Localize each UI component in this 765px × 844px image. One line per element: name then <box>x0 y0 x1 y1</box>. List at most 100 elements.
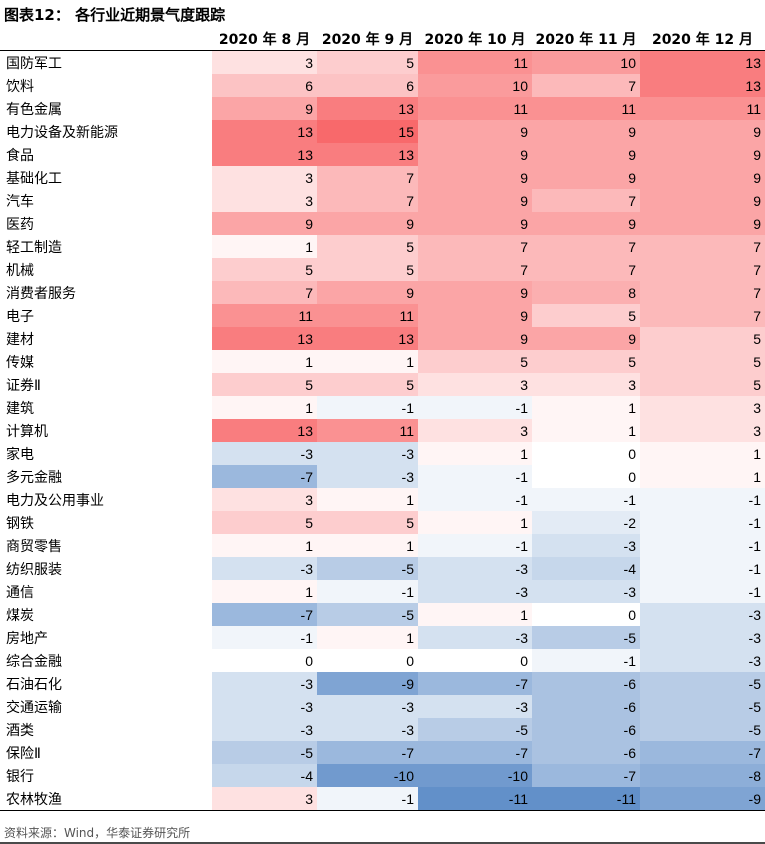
table-row: 纺织服装 -3 -5 -3 -4 -1 <box>0 557 765 580</box>
value-cell: 6 <box>212 74 317 97</box>
value-cell: 3 <box>418 373 532 396</box>
value-cell: 5 <box>640 373 765 396</box>
industry-name: 医药 <box>6 216 34 233</box>
value-cell: -1 <box>640 511 765 534</box>
table-row: 建筑 1 -1 -1 1 3 <box>0 396 765 419</box>
value-cell: -11 <box>532 787 640 811</box>
value-cell: -3 <box>532 580 640 603</box>
value-cell: -1 <box>418 465 532 488</box>
value-cell: 9 <box>317 212 418 235</box>
value-cell: 9 <box>212 212 317 235</box>
value-cell: 13 <box>317 143 418 166</box>
value-cell: -7 <box>532 764 640 787</box>
table-row: 电力及公用事业 3 1 -1 -1 -1 <box>0 488 765 511</box>
value-cell: -5 <box>317 557 418 580</box>
value-cell: 13 <box>212 143 317 166</box>
value-cell: -6 <box>532 672 640 695</box>
value-cell: -7 <box>418 741 532 764</box>
value-cell: 11 <box>317 419 418 442</box>
table-row: 房地产 -1 1 -3 -5 -3 <box>0 626 765 649</box>
value-cell: 3 <box>640 396 765 419</box>
value-cell: 7 <box>532 189 640 212</box>
table-row: 交通运输 -3 -3 -3 -6 -5 <box>0 695 765 718</box>
value-cell: 9 <box>640 143 765 166</box>
value-cell: 1 <box>532 396 640 419</box>
value-cell: -1 <box>640 488 765 511</box>
industry-name: 机械 <box>6 262 34 279</box>
value-cell: 1 <box>418 603 532 626</box>
value-cell: -8 <box>640 764 765 787</box>
value-cell: 9 <box>532 143 640 166</box>
value-cell: -3 <box>212 672 317 695</box>
value-cell: -7 <box>418 672 532 695</box>
value-cell: 7 <box>532 74 640 97</box>
value-cell: -1 <box>640 557 765 580</box>
value-cell: 13 <box>212 419 317 442</box>
value-cell: -5 <box>418 718 532 741</box>
value-cell: 9 <box>418 281 532 304</box>
value-cell: -3 <box>640 626 765 649</box>
table-row: 饮料 6 6 10 7 13 <box>0 74 765 97</box>
value-cell: -1 <box>418 534 532 557</box>
value-cell: 0 <box>532 603 640 626</box>
value-cell: -3 <box>212 695 317 718</box>
column-header: 2020 年 10 月 <box>418 28 532 51</box>
value-cell: 9 <box>418 120 532 143</box>
table-row: 石油石化 -3 -9 -7 -6 -5 <box>0 672 765 695</box>
value-cell: -9 <box>640 787 765 811</box>
value-cell: -9 <box>317 672 418 695</box>
industry-name: 电力设备及新能源 <box>6 124 118 141</box>
value-cell: 0 <box>212 649 317 672</box>
value-cell: -1 <box>532 649 640 672</box>
value-cell: 7 <box>532 258 640 281</box>
header-row: 2020 年 8 月 2020 年 9 月 2020 年 10 月 2020 年… <box>0 28 765 51</box>
table-row: 商贸零售 1 1 -1 -3 -1 <box>0 534 765 557</box>
industry-name: 交通运输 <box>6 699 62 716</box>
value-cell: 9 <box>418 304 532 327</box>
value-cell: 9 <box>532 120 640 143</box>
value-cell: -11 <box>418 787 532 811</box>
value-cell: 5 <box>317 235 418 258</box>
value-cell: 11 <box>418 97 532 120</box>
industry-header <box>0 28 212 51</box>
value-cell: -10 <box>418 764 532 787</box>
value-cell: 13 <box>317 97 418 120</box>
value-cell: -1 <box>212 626 317 649</box>
industry-name: 汽车 <box>6 193 34 210</box>
value-cell: 13 <box>212 120 317 143</box>
value-cell: -1 <box>317 787 418 811</box>
value-cell: 0 <box>532 442 640 465</box>
value-cell: 1 <box>212 350 317 373</box>
value-cell: -3 <box>418 557 532 580</box>
value-cell: -7 <box>317 741 418 764</box>
industry-name: 保险Ⅱ <box>6 745 41 762</box>
value-cell: 1 <box>640 442 765 465</box>
value-cell: 1 <box>212 235 317 258</box>
industry-name: 石油石化 <box>6 676 62 693</box>
value-cell: 9 <box>418 212 532 235</box>
value-cell: 3 <box>418 419 532 442</box>
value-cell: 5 <box>418 350 532 373</box>
value-cell: 3 <box>640 419 765 442</box>
value-cell: 9 <box>418 327 532 350</box>
value-cell: -3 <box>212 442 317 465</box>
value-cell: -1 <box>418 396 532 419</box>
value-cell: -1 <box>418 488 532 511</box>
column-header: 2020 年 9 月 <box>317 28 418 51</box>
table-row: 钢铁 5 5 1 -2 -1 <box>0 511 765 534</box>
source-note: 资料来源：Wind，华泰证券研究所 <box>4 826 191 840</box>
value-cell: 9 <box>640 189 765 212</box>
value-cell: 1 <box>532 419 640 442</box>
value-cell: 1 <box>317 350 418 373</box>
bottom-rule <box>0 842 765 844</box>
value-cell: 7 <box>317 189 418 212</box>
value-cell: -1 <box>317 396 418 419</box>
value-cell: -5 <box>640 672 765 695</box>
value-cell: -3 <box>640 649 765 672</box>
industry-name: 电力及公用事业 <box>6 492 104 509</box>
value-cell: 8 <box>532 281 640 304</box>
table-row: 煤炭 -7 -5 1 0 -3 <box>0 603 765 626</box>
value-cell: 9 <box>640 212 765 235</box>
industry-name: 建材 <box>6 331 34 348</box>
table-row: 保险Ⅱ -5 -7 -7 -6 -7 <box>0 741 765 764</box>
